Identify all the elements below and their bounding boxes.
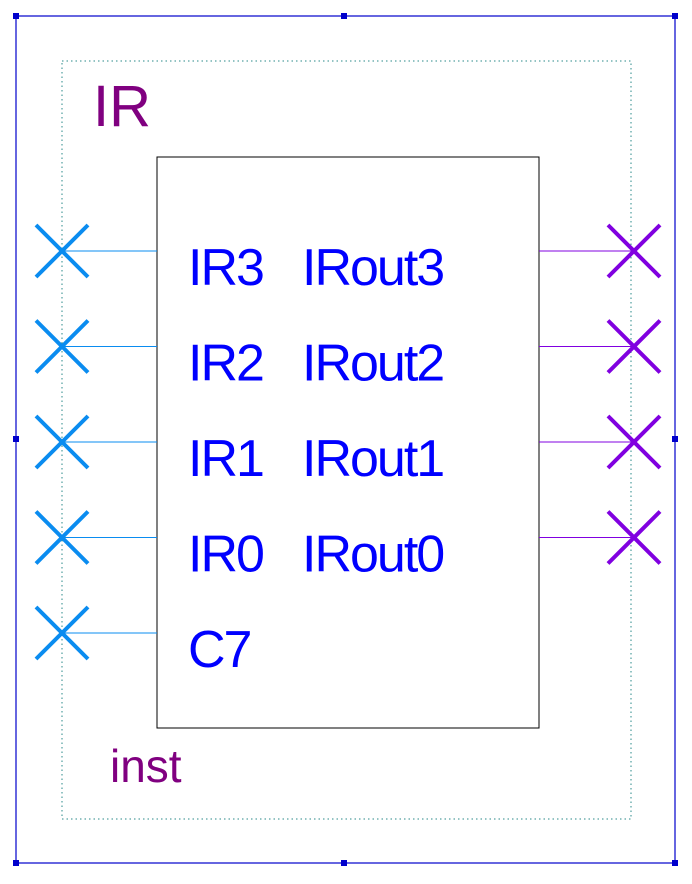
frame-handle-left[interactable] [13, 436, 19, 442]
input-pin-label: C7 [188, 621, 251, 679]
input-pin-label: IR1 [188, 430, 263, 488]
input-pin-x-marker[interactable] [34, 414, 90, 470]
frame-handle-top-left[interactable] [13, 13, 19, 19]
output-pin-x-marker[interactable] [606, 414, 662, 470]
output-pin-label: IRout3 [302, 239, 443, 297]
output-pin-label: IRout1 [302, 430, 443, 488]
input-pin-label: IR3 [188, 239, 263, 297]
frame-handle-right[interactable] [672, 436, 678, 442]
frame-handle-top-right[interactable] [672, 13, 678, 19]
symbol-title: IR [93, 74, 151, 139]
output-pin-label: IRout2 [302, 335, 443, 393]
frame-handle-bottom[interactable] [341, 860, 347, 866]
frame-handle-bottom-right[interactable] [672, 860, 678, 866]
symbol-dotted-border [61, 60, 632, 820]
output-pin-x-marker[interactable] [606, 510, 662, 565]
input-pin-x-marker[interactable] [34, 605, 90, 661]
input-pin-x-marker[interactable] [34, 319, 90, 374]
input-pin-x-marker[interactable] [34, 510, 90, 565]
input-pin-label: IR2 [188, 335, 263, 393]
frame-handle-top[interactable] [341, 13, 347, 19]
frame-handle-bottom-left[interactable] [13, 860, 19, 866]
instance-name: inst [110, 740, 182, 792]
output-pin-x-marker[interactable] [606, 223, 662, 279]
output-pin-label: IRout0 [302, 526, 443, 584]
input-pin-label: IR0 [188, 526, 263, 584]
pins-group: IR3 IR2 IR1 IR0 C7 IRout3 IRout2 IRout1 IRout0 [34, 223, 662, 679]
output-pin-x-marker[interactable] [606, 319, 662, 374]
input-pin-x-marker[interactable] [34, 223, 90, 279]
